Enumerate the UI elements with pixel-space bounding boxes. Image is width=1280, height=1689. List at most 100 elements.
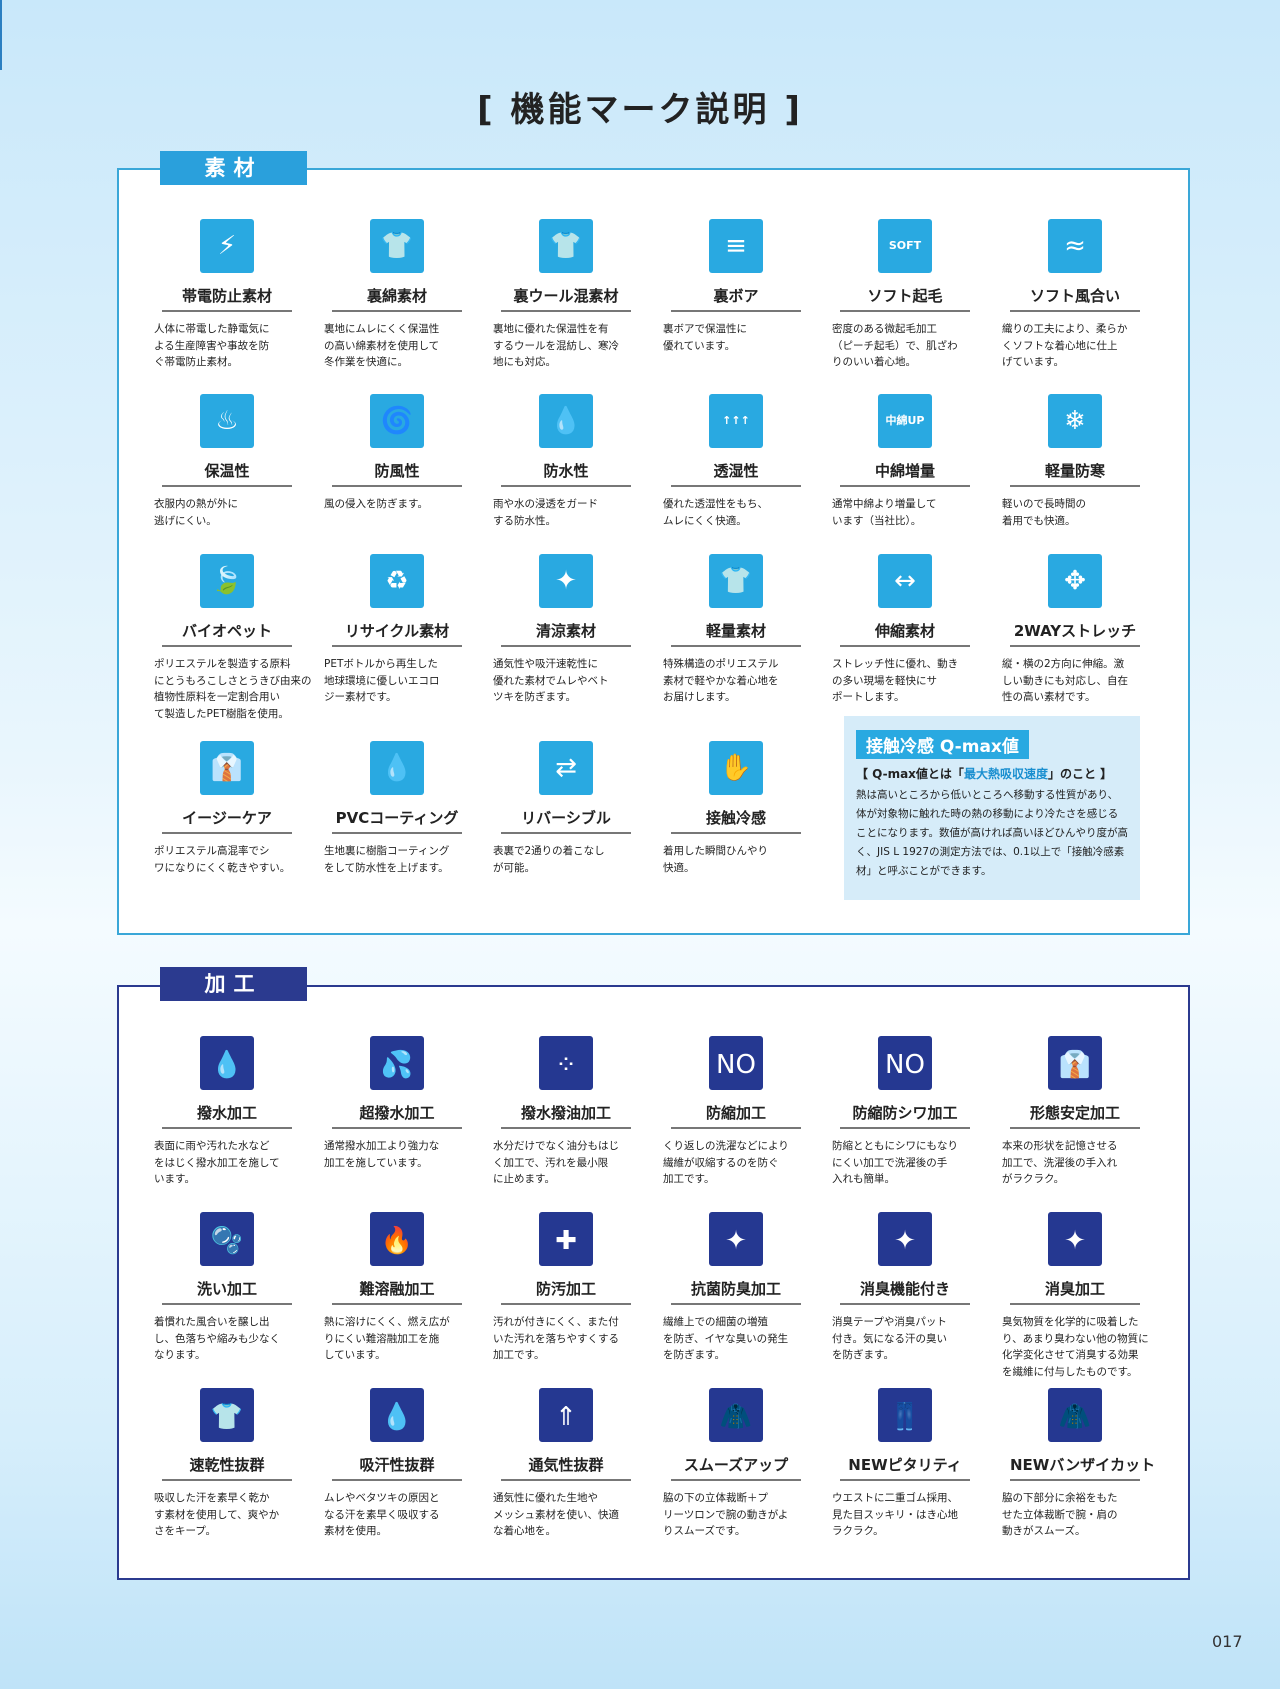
- material-mark-item: ✥ 2WAYストレッチ 縦・横の2方向に伸縮。激 しい動きにも対応し、自在 性の高い…: [994, 554, 1156, 706]
- bio-pet-leaf-icon: 🍃: [200, 554, 254, 608]
- no-shrink-wrinkle-shirt-icon: NO: [878, 1036, 932, 1090]
- mark-description: 脇の下の立体裁断＋プ リーツロンで腕の動きがよ りスムーズです。: [663, 1492, 789, 1537]
- mark-name: 防縮加工: [671, 1102, 801, 1129]
- sweat-absorb-drops-icon: 💧: [370, 1388, 424, 1442]
- jacket-wool-lining-icon-glyph: 👕: [549, 231, 583, 261]
- mark-name: 裏ウール混素材: [501, 285, 631, 312]
- banzai-cut-jacket-icon: 🧥: [1048, 1388, 1102, 1442]
- bio-pet-leaf-icon-glyph: 🍃: [210, 566, 244, 596]
- boa-lining-icon-glyph: ≡: [725, 231, 747, 261]
- easy-care-hanger-icon: 👔: [200, 741, 254, 795]
- mark-name: 伸縮素材: [840, 620, 970, 647]
- processing-mark-item: ✦ 消臭機能付き 消臭テープや消臭パット 付き。気になる汗の臭い を防ぎます。: [824, 1212, 986, 1364]
- heat-retention-icon: ♨: [200, 394, 254, 448]
- processing-mark-item: ⇑ 通気性抜群通気性に優れた生地や メッシュ素材を使い、快適 な着心地を。: [485, 1388, 647, 1540]
- mark-name: 防風性: [332, 460, 462, 487]
- material-mark-item: 🍃 バイオペット ポリエステルを製造する原料 にとうもろこしさとうきび由来の 植物性…: [146, 554, 312, 722]
- mark-description: 着用した瞬間ひんやり 快適。: [663, 845, 768, 874]
- qmax-subtitle: 【 Q-max値とは「最大熱吸収速度」のこと 】: [856, 765, 1128, 782]
- washed-shirt-bubbles-icon-glyph: 🫧: [210, 1226, 244, 1256]
- mark-name: 通気性抜群: [501, 1454, 631, 1481]
- mark-description: 通常撥水加工より強力な 加工を施しています。: [324, 1140, 440, 1169]
- mark-description: 水分だけでなく油分もはじ く加工で、汚れを最小限 に止めます。: [493, 1140, 619, 1185]
- waterproof-icon: 💧: [539, 394, 593, 448]
- mark-description: PETボトルから再生した 地球環境に優しいエコロ ジー素材です。: [324, 658, 440, 703]
- mark-name: 軽量素材: [671, 620, 801, 647]
- two-way-stretch-arrow-icon-glyph: ✥: [1064, 566, 1086, 596]
- mark-description: 軽いので長時間の 着用でも快適。: [1002, 498, 1086, 527]
- material-mark-item: ↔ 伸縮素材 ストレッチ性に優れ、動き の多い現場を軽快にサ ポートします。: [824, 554, 986, 706]
- antibacterial-sparkle-icon: ✦: [709, 1212, 763, 1266]
- mark-name: 超撥水加工: [332, 1102, 462, 1129]
- material-mark-item: 👕 裏綿素材 裏地にムレにくく保温性 の高い綿素材を使用して 冬作業を快適に。: [316, 219, 478, 371]
- mark-description: 繊維上での細菌の増殖 を防ぎ、イヤな臭いの発生 を防ぎます。: [663, 1316, 789, 1361]
- banzai-cut-jacket-icon-glyph: 🧥: [1058, 1402, 1092, 1432]
- water-repellent-drop-icon-glyph: 💧: [210, 1050, 244, 1080]
- mark-description: 通常中綿より増量して います（当社比）。: [832, 498, 937, 527]
- mark-name: リバーシブル: [501, 807, 631, 834]
- super-water-repellent-icon: 💦: [370, 1036, 424, 1090]
- page-number: 017: [1212, 1632, 1243, 1651]
- mark-name: 裏ボア: [671, 285, 801, 312]
- mark-description: 吸収した汗を素早く乾か す素材を使用して、爽やか さをキープ。: [154, 1492, 280, 1537]
- deodorant-function-icon: ✦: [878, 1212, 932, 1266]
- mark-name: 防汚加工: [501, 1278, 631, 1305]
- processing-mark-item: 🧥 スムーズアップ 脇の下の立体裁断＋プ リーツロンで腕の動きがよ りスムーズです。: [655, 1388, 817, 1540]
- no-shrink-wrinkle-shirt-icon-glyph: NO: [885, 1050, 925, 1080]
- processing-mark-item: NO 防縮加工くり返しの洗濯などにより 繊維が収縮するのを防ぐ 加工です。: [655, 1036, 817, 1188]
- mark-name: PVCコーティング: [332, 807, 462, 834]
- deodorant-function-icon-glyph: ✦: [894, 1226, 916, 1256]
- mark-name: バイオペット: [162, 620, 292, 647]
- pvc-coating-icon: 💧: [370, 741, 424, 795]
- mark-description: 本来の形状を記憶させる 加工で、洗濯後の手入れ がラクラク。: [1002, 1140, 1118, 1185]
- cool-shirt-sparkle-icon: ✦: [539, 554, 593, 608]
- ventilation-arrows-icon: ⇑: [539, 1388, 593, 1442]
- material-mark-item: ≈ ソフト風合い 織りの工夫により、柔らか くソフトな着心地に仕上 げています。: [994, 219, 1156, 371]
- water-oil-repellent-icon-glyph: ⁘: [555, 1050, 577, 1080]
- mark-description: 通気性に優れた生地や メッシュ素材を使い、快適 な着心地を。: [493, 1492, 619, 1537]
- no-shrink-shirt-icon-glyph: NO: [716, 1050, 756, 1080]
- material-mark-item: 👔 イージーケア ポリエステル高混率でシ ワになりにくく乾きやすい。: [146, 741, 308, 876]
- material-mark-item: ↑↑↑ 透湿性 優れた透湿性をもち、 ムレにくく快適。: [655, 394, 817, 529]
- qmax-sub-highlight: 最大熱吸収速度: [963, 767, 1048, 781]
- breathable-arrows-icon: ↑↑↑: [709, 394, 763, 448]
- material-mark-item: ✋ 接触冷感 着用した瞬間ひんやり 快適。: [655, 741, 817, 876]
- mark-description: 織りの工夫により、柔らか くソフトな着心地に仕上 げています。: [1002, 323, 1128, 368]
- processing-mark-item: 🫧 洗い加工 着慣れた風合いを醸し出 し、色落ちや縮みも少なく なります。: [146, 1212, 308, 1364]
- jacket-cotton-lining-icon-glyph: 👕: [380, 231, 414, 261]
- mark-name: ソフト起毛: [840, 285, 970, 312]
- mark-name: 中綿増量: [840, 460, 970, 487]
- processing-mark-item: ⁘ 撥水撥油加工 水分だけでなく油分もはじ く加工で、汚れを最小限 に止めます。: [485, 1036, 647, 1188]
- material-mark-item: ⇄ リバーシブル 表裏で2通りの着こなし が可能。: [485, 741, 647, 876]
- processing-mark-item: 🔥 難溶融加工 熱に溶けにくく、燃え広が りにくい難溶融加工を施 しています。: [316, 1212, 478, 1364]
- quick-dry-shirt-icon-glyph: 👕: [210, 1402, 244, 1432]
- jacket-wool-lining-icon: 👕: [539, 219, 593, 273]
- mark-description: 着慣れた風合いを醸し出 し、色落ちや縮みも少なく なります。: [154, 1316, 280, 1361]
- two-way-stretch-arrow-icon: ✥: [1048, 554, 1102, 608]
- shape-stable-shirt-icon-glyph: 👔: [1058, 1050, 1092, 1080]
- deodorant-processing-icon: ✦: [1048, 1212, 1102, 1266]
- stain-resistant-icon-glyph: ✚: [555, 1226, 577, 1256]
- cool-touch-hand-icon: ✋: [709, 741, 763, 795]
- antibacterial-sparkle-icon-glyph: ✦: [725, 1226, 747, 1256]
- cool-shirt-sparkle-icon-glyph: ✦: [555, 566, 577, 596]
- mark-description: 表裏で2通りの着こなし が可能。: [493, 845, 605, 874]
- page-title: [ 機能マーク説明 ]: [477, 90, 803, 130]
- material-mark-item: ♨ 保温性 衣服内の熱が外に 逃げにくい。: [146, 394, 308, 529]
- material-mark-item: 👕 裏ウール混素材 裏地に優れた保温性を有 するウールを混紡し、寒冷 地にも対応。: [485, 219, 647, 371]
- material-mark-item: 💧 防水性 雨や水の浸透をガード する防水性。: [485, 394, 647, 529]
- windproof-icon-glyph: 🌀: [380, 406, 414, 436]
- lightweight-cold-protection-icon-glyph: ❄: [1064, 406, 1086, 436]
- mark-description: くり返しの洗濯などにより 繊維が収縮するのを防ぐ 加工です。: [663, 1140, 789, 1185]
- boa-lining-icon: ≡: [709, 219, 763, 273]
- mark-name: 消臭機能付き: [840, 1278, 970, 1305]
- mark-name: 防水性: [501, 460, 631, 487]
- stretch-horizontal-arrow-icon-glyph: ↔: [894, 566, 916, 596]
- mark-description: 密度のある微起毛加工 （ピーチ起毛）で、肌ざわ りのいい着心地。: [832, 323, 958, 368]
- mark-description: 人体に帯電した静電気に よる生産障害や事故を防 ぐ帯電防止素材。: [154, 323, 270, 368]
- mark-description: 衣服内の熱が外に 逃げにくい。: [154, 498, 238, 527]
- qmax-title: 接触冷感 Q-max値: [856, 730, 1029, 759]
- page-edge-marker: [0, 0, 2, 70]
- quick-dry-shirt-icon: 👕: [200, 1388, 254, 1442]
- processing-section-label: 加工: [160, 967, 307, 1001]
